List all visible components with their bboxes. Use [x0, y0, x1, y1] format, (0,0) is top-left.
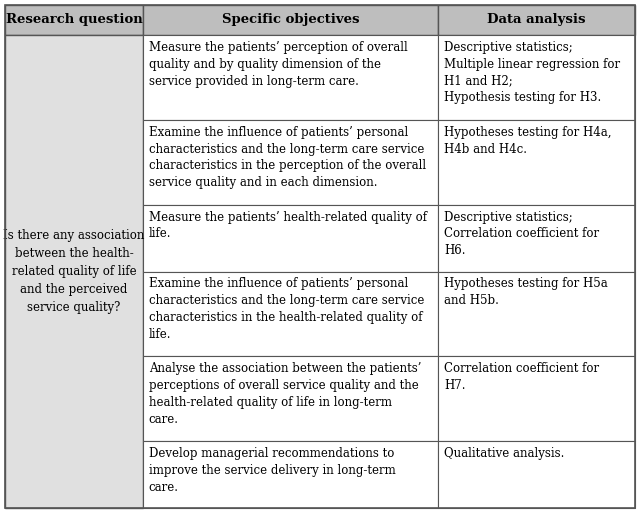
Text: Hypotheses testing for H4a,
H4b and H4c.: Hypotheses testing for H4a, H4b and H4c.	[444, 126, 612, 155]
Text: Descriptive statistics;
Multiple linear regression for
H1 and H2;
Hypothesis tes: Descriptive statistics; Multiple linear …	[444, 41, 620, 105]
Bar	[438, 271, 635, 357]
Text: Hypotheses testing for H5a
and H5b.: Hypotheses testing for H5a and H5b.	[444, 278, 608, 307]
Text: Is there any association
between the health-
related quality of life
and the per: Is there any association between the hea…	[3, 229, 145, 314]
Bar	[143, 205, 438, 271]
Text: Specific objectives: Specific objectives	[221, 13, 359, 27]
Bar	[143, 271, 438, 357]
Text: Qualitative analysis.: Qualitative analysis.	[444, 447, 564, 460]
Text: Measure the patients’ perception of overall
quality and by quality dimension of : Measure the patients’ perception of over…	[149, 41, 408, 88]
Bar	[438, 35, 635, 120]
Bar	[438, 205, 635, 271]
Text: Analyse the association between the patients’
perceptions of overall service qua: Analyse the association between the pati…	[149, 362, 421, 426]
Bar	[438, 120, 635, 205]
Text: Descriptive statistics;
Correlation coefficient for
H6.: Descriptive statistics; Correlation coef…	[444, 211, 599, 257]
Bar	[5, 5, 143, 35]
Bar	[438, 441, 635, 508]
Bar	[438, 357, 635, 441]
Text: Research question: Research question	[6, 13, 142, 27]
Bar	[143, 357, 438, 441]
Bar	[143, 120, 438, 205]
Bar	[143, 5, 438, 35]
Text: Correlation coefficient for
H7.: Correlation coefficient for H7.	[444, 362, 599, 392]
Text: Examine the influence of patients’ personal
characteristics and the long-term ca: Examine the influence of patients’ perso…	[149, 278, 424, 341]
Bar	[143, 441, 438, 508]
Bar	[143, 35, 438, 120]
Bar	[5, 35, 143, 508]
Text: Data analysis: Data analysis	[487, 13, 586, 27]
Text: Measure the patients’ health-related quality of
life.: Measure the patients’ health-related qua…	[149, 211, 427, 241]
Text: Examine the influence of patients’ personal
characteristics and the long-term ca: Examine the influence of patients’ perso…	[149, 126, 426, 189]
Text: Develop managerial recommendations to
improve the service delivery in long-term
: Develop managerial recommendations to im…	[149, 447, 396, 494]
Bar	[438, 5, 635, 35]
